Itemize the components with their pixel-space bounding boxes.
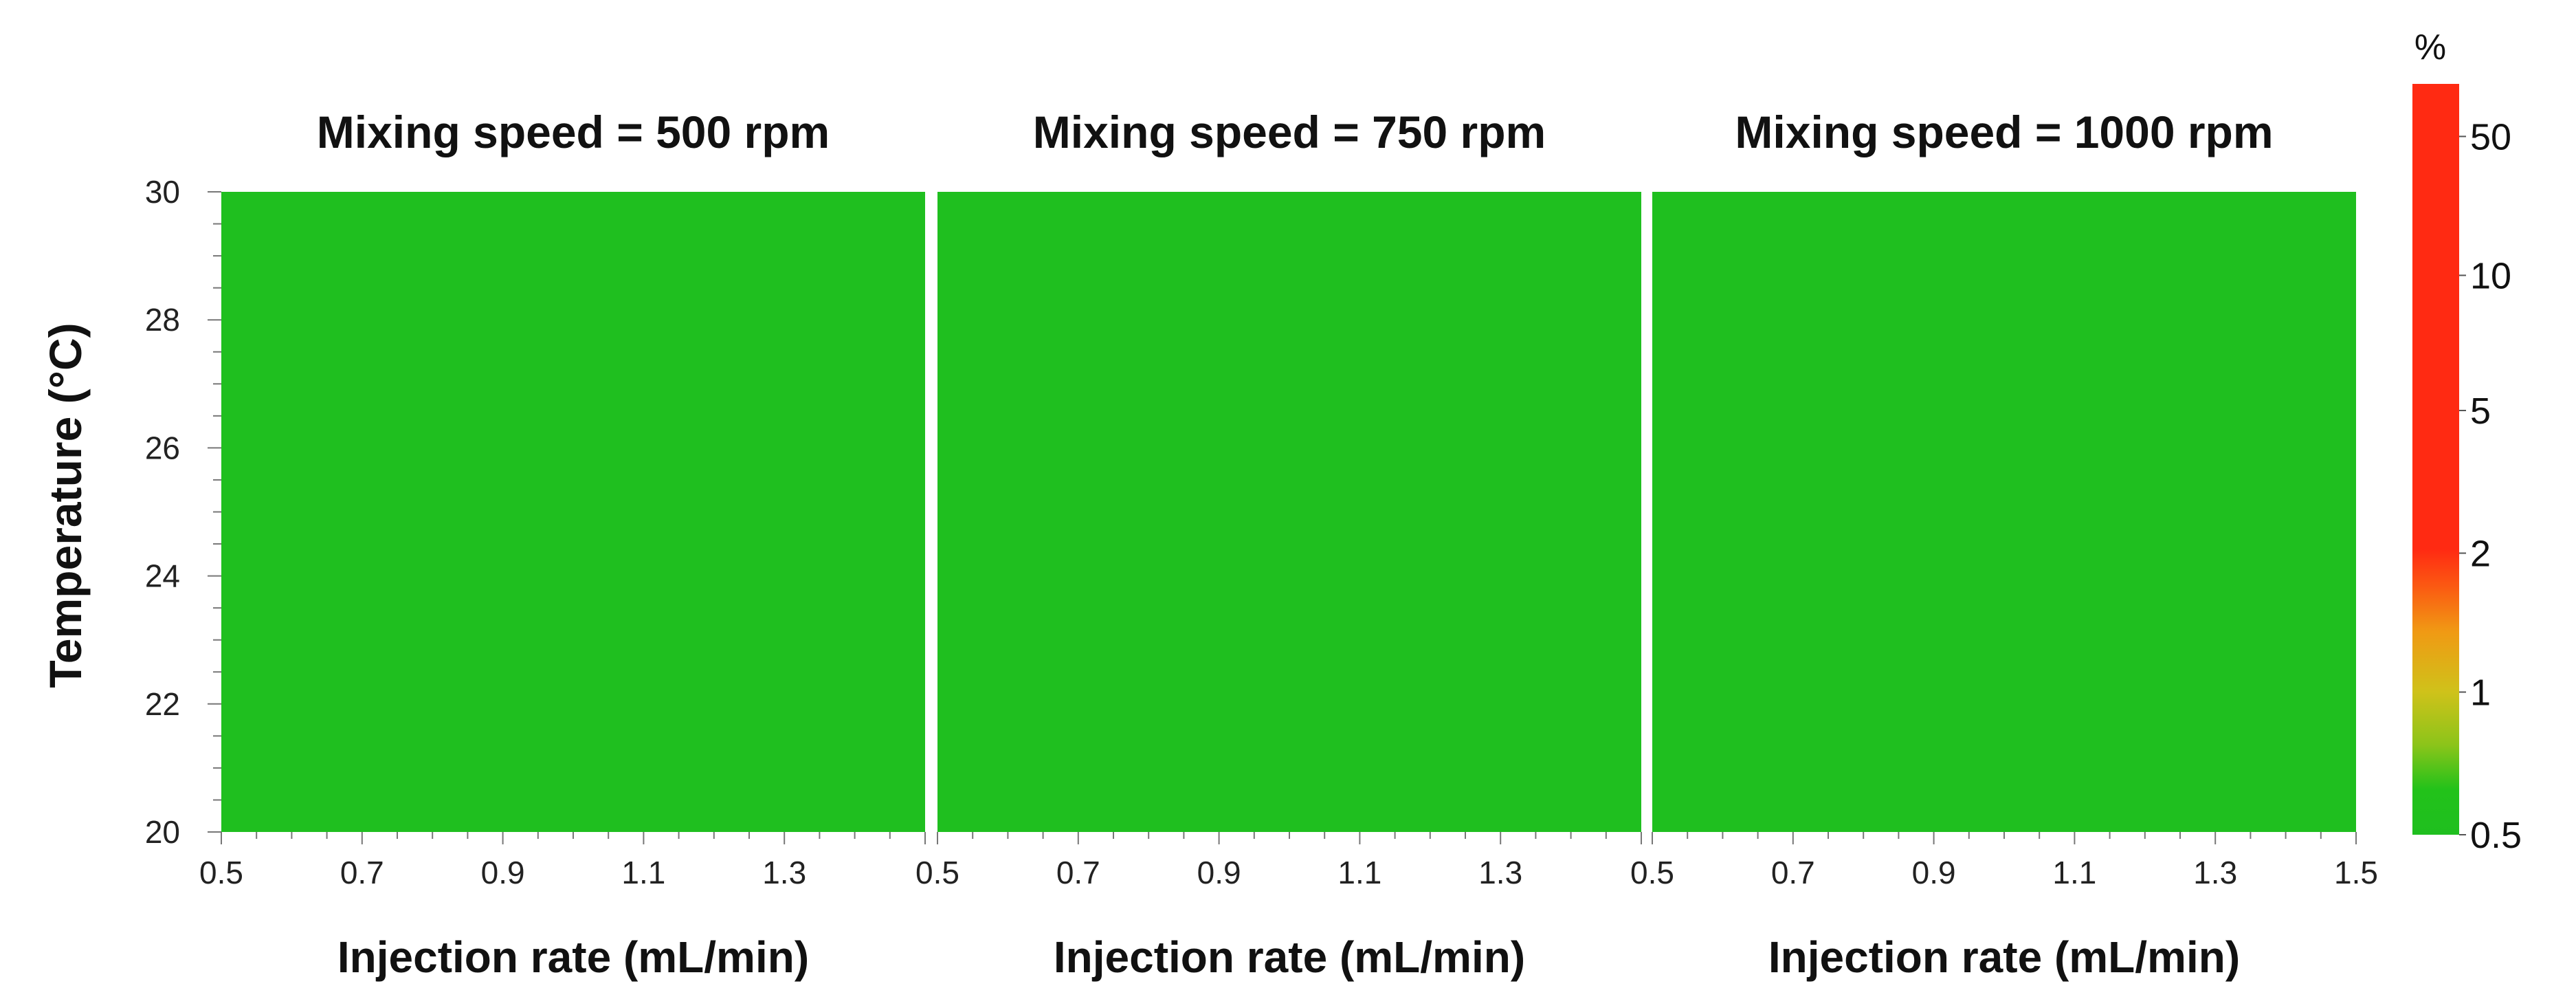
y-tick-label: 26 <box>145 430 180 465</box>
panel-1: Mixing speed = 500 rpm 0.5 0.7 0.9 1.1 1.3 Inj… <box>199 107 926 982</box>
x-tick-label: 0.7 <box>1056 855 1100 890</box>
x-tick-label: 1.1 <box>621 855 665 890</box>
colorbar-tick-label: 5 <box>2470 391 2491 432</box>
x-tick-label: 1.5 <box>2334 855 2378 890</box>
x-tick-label: 1.1 <box>2052 855 2096 890</box>
y-tick-label: 30 <box>145 174 180 210</box>
colorbar-tick-label: 2 <box>2470 534 2491 575</box>
x-axis: 0.5 0.7 0.9 1.1 1.3 1.5 <box>1630 832 2378 890</box>
x-tick-label: 1.3 <box>762 855 806 890</box>
x-axis: 0.5 0.7 0.9 1.1 1.3 <box>199 832 926 890</box>
x-tick-label: 0.5 <box>199 855 243 890</box>
y-tick-label: 22 <box>145 686 180 722</box>
y-tick-label: 24 <box>145 558 180 594</box>
x-tick-label: 0.9 <box>1197 855 1241 890</box>
heatmap-cell <box>1652 192 2356 832</box>
colorbar-tick-label: 10 <box>2470 255 2511 296</box>
x-axis-label: Injection rate (mL/min) <box>1054 932 1525 982</box>
x-tick-label: 1.1 <box>1337 855 1381 890</box>
panel-title: Mixing speed = 750 rpm <box>1033 107 1546 157</box>
heatmap-cell <box>221 192 925 832</box>
y-axis: 20 22 24 26 28 30 <box>145 174 221 850</box>
colorbar-tick-label: 50 <box>2470 116 2511 157</box>
y-tick-label: 28 <box>145 302 180 338</box>
colorbar: % 0.5 1 2 5 10 50 <box>2412 28 2522 856</box>
x-tick-label: 0.7 <box>340 855 384 890</box>
colorbar-ticks: 0.5 1 2 5 10 50 <box>2459 116 2522 856</box>
x-tick-label: 0.5 <box>915 855 959 890</box>
panel-title: Mixing speed = 500 rpm <box>317 107 830 157</box>
x-tick-label: 1.3 <box>1478 855 1522 890</box>
y-axis-label: Temperature (°C) <box>40 322 91 688</box>
panels-group: Mixing speed = 500 rpm 0.5 0.7 0.9 1.1 1.3 Inj… <box>199 107 2378 982</box>
heatmap-cell <box>937 192 1641 832</box>
panel-3: Mixing speed = 1000 rpm 0.5 0.7 0.9 1.1 1.3 1.… <box>1630 107 2378 982</box>
x-tick-label: 0.5 <box>1630 855 1674 890</box>
x-axis-label: Injection rate (mL/min) <box>337 932 809 982</box>
x-tick-label: 0.7 <box>1771 855 1815 890</box>
x-tick-label: 1.3 <box>2193 855 2237 890</box>
x-axis: 0.5 0.7 0.9 1.1 1.3 <box>915 832 1642 890</box>
panel-2: Mixing speed = 750 rpm 0.5 0.7 0.9 1.1 1.3 Inj… <box>915 107 1642 982</box>
x-tick-label: 0.9 <box>481 855 525 890</box>
x-axis-label: Injection rate (mL/min) <box>1768 932 2240 982</box>
colorbar-tick-label: 0.5 <box>2470 815 2522 856</box>
panel-title: Mixing speed = 1000 rpm <box>1735 107 2273 157</box>
colorbar-gradient <box>2412 84 2459 835</box>
y-tick-label: 20 <box>145 814 180 850</box>
colorbar-unit: % <box>2414 28 2446 67</box>
colorbar-tick-label: 1 <box>2470 672 2491 714</box>
x-tick-label: 0.9 <box>1912 855 1956 890</box>
